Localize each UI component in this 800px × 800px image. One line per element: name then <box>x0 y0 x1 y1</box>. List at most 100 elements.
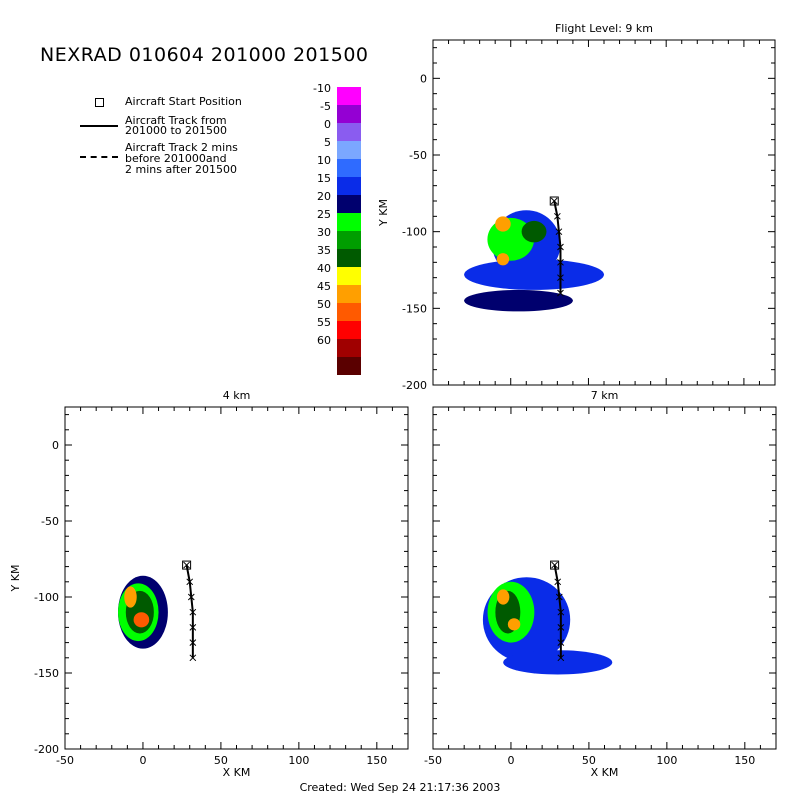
colorbar-label: 60 <box>317 334 331 347</box>
track-point-marker <box>557 274 564 282</box>
dbz-colorbar: -10 -5 0 5 10 15 20 25 30 35 40 45 50 55 60 <box>313 82 361 375</box>
colorbar-swatch <box>337 267 361 285</box>
panel-title: Flight Level: 9 km <box>555 22 653 35</box>
echo-cell <box>507 618 521 631</box>
track-point-marker <box>557 608 565 616</box>
colorbar-label: 10 <box>317 154 331 167</box>
colorbar-swatch <box>337 249 361 267</box>
x-tick-label: -50 <box>56 754 74 767</box>
colorbar-label: 35 <box>317 244 331 257</box>
track-point-marker <box>555 228 563 236</box>
colorbar-label: 25 <box>317 208 331 221</box>
x-tick-label: 50 <box>214 754 228 767</box>
echo-cell <box>521 220 547 243</box>
colorbar-label: 45 <box>317 280 331 293</box>
y-tick-label: -100 <box>402 226 427 239</box>
colorbar-label: 40 <box>317 262 331 275</box>
track-label-line2: 201000 to 201500 <box>125 124 228 137</box>
track-label-line1: Aircraft Track from <box>125 114 227 127</box>
track2-label-line2: before 201000and <box>125 152 227 165</box>
track-point-marker <box>551 561 558 569</box>
main-title: NEXRAD 010604 201000 201500 <box>40 44 369 66</box>
track-point-marker <box>557 624 565 631</box>
track-point-marker <box>557 258 564 266</box>
track-point-marker <box>557 654 565 662</box>
plot-frame <box>432 39 776 386</box>
x-axis-label: X KM <box>591 766 619 779</box>
created-timestamp: Created: Wed Sep 24 21:17:36 2003 <box>299 781 501 794</box>
echo-cell <box>464 259 604 290</box>
track-point-marker <box>186 578 194 586</box>
x-tick-label: 0 <box>507 754 514 767</box>
plot-area <box>482 560 613 675</box>
start-position-icon <box>550 560 560 570</box>
track-point-marker <box>557 289 564 297</box>
plot-frame <box>64 406 409 750</box>
colorbar-swatch <box>337 177 361 195</box>
track2-label-line3: 2 mins after 201500 <box>125 163 237 176</box>
colorbar-swatch <box>337 321 361 339</box>
track-point-marker <box>189 639 197 646</box>
start-position-marker-icon <box>95 98 104 107</box>
y-tick-label: -50 <box>409 149 427 162</box>
colorbar-label: 30 <box>317 226 331 239</box>
colorbar-label: 50 <box>317 298 331 311</box>
colorbar-swatch <box>337 87 361 105</box>
colorbar-label: 55 <box>317 316 331 329</box>
track-point-marker <box>189 624 197 631</box>
y-tick-label: -200 <box>402 379 427 392</box>
track2-label-line1: Aircraft Track 2 mins <box>125 141 238 154</box>
y-tick-label: -50 <box>41 515 59 528</box>
panel-7km: -50 0 50 100 150 7 km X KM <box>424 389 777 779</box>
x-tick-label: 150 <box>734 754 755 767</box>
echo-cell <box>464 289 573 312</box>
dashed-line-icon <box>80 156 118 158</box>
echo-cell <box>503 650 613 675</box>
track-point-marker <box>554 212 561 220</box>
track-point-marker <box>557 243 564 251</box>
track-point-marker <box>554 578 562 586</box>
track-point-marker <box>189 608 197 616</box>
colorbar-swatch <box>337 123 361 141</box>
y-axis-label: Y KM <box>9 565 22 593</box>
echo-cell <box>496 253 510 266</box>
colorbar-swatch <box>337 105 361 123</box>
colorbar-label: 0 <box>324 118 331 131</box>
colorbar-label: 5 <box>324 136 331 149</box>
track-point-marker <box>557 639 565 646</box>
y-tick-label: 0 <box>52 439 59 452</box>
x-tick-label: 50 <box>582 754 596 767</box>
plot-area <box>118 560 197 662</box>
plot-area <box>464 196 604 312</box>
x-tick-label: -50 <box>424 754 442 767</box>
x-tick-label: 0 <box>139 754 146 767</box>
plot-frame <box>432 406 777 750</box>
start-position-icon <box>182 560 192 570</box>
echo-cell <box>496 589 510 605</box>
panel-title: 7 km <box>591 389 619 402</box>
track-point-marker <box>183 561 190 569</box>
colorbar-swatch <box>337 339 361 357</box>
panel-title: 4 km <box>223 389 251 402</box>
legend: Aircraft Start Position Aircraft Track f… <box>78 92 328 182</box>
x-tick-label: 100 <box>656 754 677 767</box>
y-axis-label: Y KM <box>377 199 390 227</box>
x-axis-label: X KM <box>223 766 251 779</box>
y-tick-label: -150 <box>402 302 427 315</box>
track-point-marker <box>555 593 563 601</box>
solid-line-icon <box>80 125 118 127</box>
colorbar-swatch <box>337 231 361 249</box>
colorbar-swatch <box>337 141 361 159</box>
track-point-marker <box>550 197 558 205</box>
y-tick-label: -150 <box>34 667 59 680</box>
x-tick-label: 150 <box>366 754 387 767</box>
echo-cell <box>133 612 150 628</box>
y-tick-label: -100 <box>34 591 59 604</box>
colorbar-label: -5 <box>320 100 331 113</box>
start-position-label: Aircraft Start Position <box>125 95 242 108</box>
colorbar-swatch <box>337 285 361 303</box>
track-point-marker <box>187 593 195 601</box>
y-tick-label: -200 <box>34 743 59 756</box>
colorbar-label: -10 <box>313 82 331 95</box>
